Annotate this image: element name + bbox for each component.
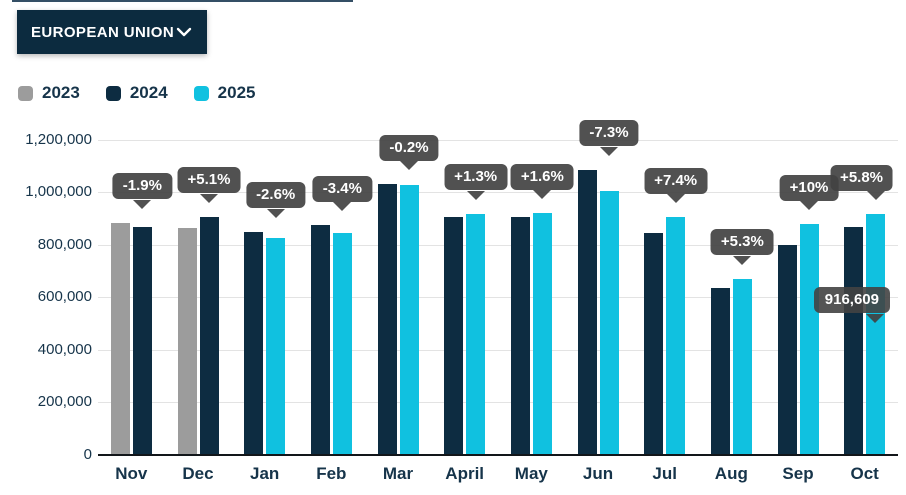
y-axis-tick-label: 600,000 [37,288,92,306]
change-tooltip-pointer [333,202,352,212]
change-tooltip-pointer [533,190,552,200]
change-tooltip-pointer [866,191,885,200]
change-tooltip-Sep: +10% [779,174,839,201]
change-tooltip-Jul: +7.4% [644,167,708,194]
bar-Feb-2024[interactable] [310,225,330,455]
bar-Sep-2025[interactable] [799,224,819,455]
change-tooltip-Jan: -2.6% [246,182,306,209]
bar-Oct-2024[interactable] [844,227,864,455]
x-axis-label-April: April [445,464,485,483]
chart-legend: 2023 2024 2025 [18,83,255,103]
x-axis-line [98,454,898,456]
bar-May-2025[interactable] [532,213,552,455]
y-axis-tick-label: 800,000 [37,235,92,253]
x-axis-label-May: May [514,464,548,483]
gridline [98,297,898,299]
bar-Jul-2024[interactable] [644,233,664,455]
x-axis-label-Oct: Oct [850,464,879,483]
bar-April-2025[interactable] [466,213,486,455]
legend-item-2023[interactable]: 2023 [18,83,80,103]
legend-label: 2025 [217,83,256,102]
change-tooltip-pointer [466,190,485,200]
bar-Dec-2023[interactable] [177,228,197,455]
change-tooltip-pointer [800,201,818,211]
y-axis-tick-label: 1,000,000 [25,183,92,201]
change-tooltip-Aug: +5.3% [710,229,774,256]
change-tooltip-pointer [666,194,685,204]
change-tooltip-April: +1.3% [444,164,508,191]
legend-swatch-2024 [105,85,121,101]
bar-Sep-2024[interactable] [777,245,797,455]
bar-May-2024[interactable] [510,216,530,455]
change-tooltip-pointer [733,255,752,265]
bar-Oct-2025[interactable] [866,214,886,455]
x-axis-label-Mar: Mar [382,464,414,483]
x-axis-label-Sep: Sep [782,464,814,483]
region-dropdown-label: EUROPEAN UNION [31,23,175,41]
legend-item-2025[interactable]: 2025 [193,83,256,103]
change-tooltip-pointer [266,208,285,218]
legend-item-2024[interactable]: 2024 [105,83,168,103]
gridline [98,349,898,351]
region-dropdown[interactable]: EUROPEAN UNION [17,10,207,54]
change-tooltip-Jun: -7.3% [579,120,639,147]
value-tooltip-pointer [866,314,884,323]
gridline [98,244,898,246]
change-tooltip-pointer [600,146,618,156]
bar-Jan-2024[interactable] [244,231,264,455]
bar-Aug-2025[interactable] [732,278,752,455]
gridline [98,402,898,404]
bar-Feb-2025[interactable] [332,233,352,455]
y-axis-tick-label: 200,000 [37,393,92,411]
legend-label: 2024 [129,83,168,102]
x-axis-label-Nov: Nov [115,464,148,483]
chevron-down-icon [176,27,192,37]
change-tooltip-pointer [200,193,218,203]
bar-Jun-2024[interactable] [577,169,597,455]
x-axis-label-Jul: Jul [652,464,677,483]
change-tooltip-Oct: +5.8% [830,164,894,191]
legend-swatch-2023 [18,85,33,101]
bar-Jan-2025[interactable] [266,237,286,455]
change-tooltip-May: +1.6% [510,163,574,190]
bar-Nov-2024[interactable] [132,227,152,455]
change-tooltip-pointer [400,161,418,171]
legend-label: 2023 [42,83,80,102]
y-axis-tick-label: 400,000 [37,340,92,358]
change-tooltip-pointer [133,199,152,209]
x-axis-label-Aug: Aug [714,464,748,483]
bar-Aug-2024[interactable] [710,287,730,455]
bar-Jun-2025[interactable] [599,190,619,455]
bar-Mar-2024[interactable] [377,184,397,455]
value-tooltip: 916,609 [813,287,890,313]
gridline [98,192,898,194]
bar-Mar-2025[interactable] [399,184,419,455]
bar-Jul-2025[interactable] [666,217,686,455]
change-tooltip-Feb: -3.4% [312,175,372,202]
gridline [98,139,898,141]
y-axis-tick-label: 1,200,000 [25,130,92,148]
x-axis-label-Jun: Jun [582,464,614,483]
change-tooltip-Mar: -0.2% [379,134,439,161]
change-tooltip-Dec: +5.1% [177,167,241,194]
x-axis-label-Jan: Jan [250,464,280,483]
x-axis-label-Feb: Feb [316,464,347,483]
change-tooltip-Nov: -1.9% [112,173,172,200]
bar-April-2024[interactable] [444,217,464,455]
bar-Nov-2023[interactable] [110,222,130,455]
legend-swatch-2025 [193,85,209,101]
x-axis-label-Dec: Dec [182,464,214,483]
y-axis-tick-label: 0 [83,446,92,463]
top-edge-divider [12,0,353,2]
bar-Dec-2024[interactable] [199,216,219,455]
